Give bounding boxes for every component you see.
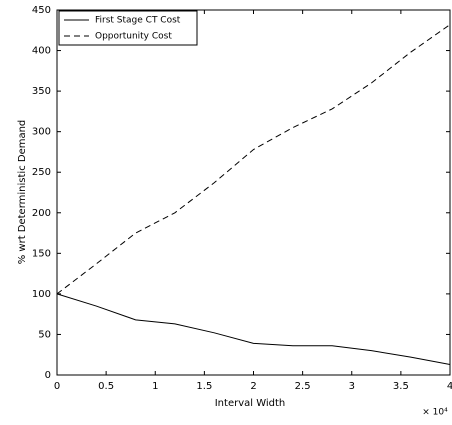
y-tick-label: 200 — [32, 208, 51, 219]
x-axis-label: Interval Width — [215, 398, 286, 409]
x-tick-label: 3.5 — [393, 381, 409, 392]
legend-box — [58, 10, 198, 46]
x-multiplier: × 10⁴ — [422, 408, 448, 418]
y-tick-label: 350 — [32, 86, 51, 97]
x-tick-label: 2 — [250, 381, 256, 392]
legend-label: Opportunity Cost — [95, 32, 172, 42]
x-tick-label: 0 — [54, 381, 60, 392]
x-tick-label: 4 — [447, 381, 452, 392]
y-tick-label: 250 — [32, 167, 51, 178]
x-tick-label: 0.5 — [98, 381, 114, 392]
x-tick-label: 3 — [349, 381, 355, 392]
y-tick-label: 0 — [45, 370, 51, 381]
x-tick-label: 1.5 — [196, 381, 212, 392]
y-axis-label: % wrt Deterministic Demand — [17, 120, 28, 265]
y-tick-label: 150 — [32, 248, 51, 259]
y-tick-label: 300 — [32, 127, 51, 138]
y-tick-label: 100 — [32, 289, 51, 300]
y-tick-label: 400 — [32, 46, 51, 57]
legend-label: First Stage CT Cost — [95, 16, 181, 26]
y-tick-label: 50 — [38, 329, 51, 340]
x-tick-label: 2.5 — [295, 381, 311, 392]
y-tick-label: 450 — [32, 5, 51, 16]
line — [56, 24, 451, 295]
line — [56, 293, 451, 365]
x-tick-label: 1 — [152, 381, 158, 392]
